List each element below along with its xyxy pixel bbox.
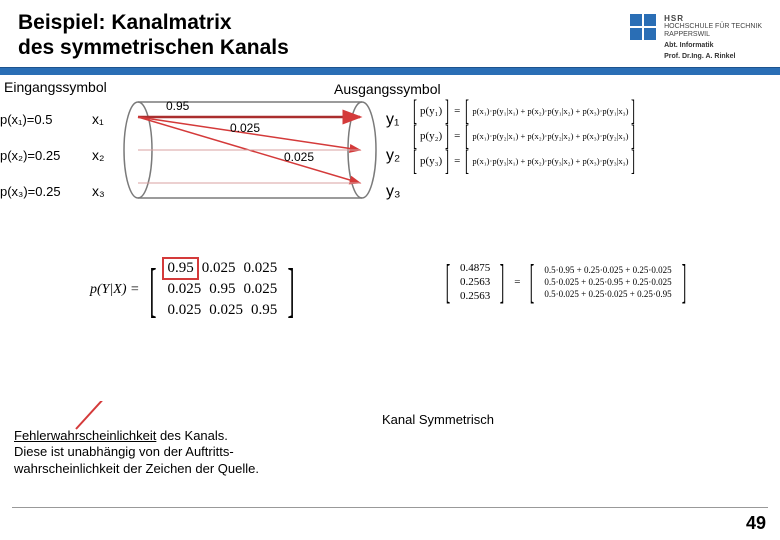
matrix-cell: 0.025: [205, 300, 247, 321]
matrix-row: 0.950.0250.025: [163, 258, 281, 279]
result-value: 0.2563: [458, 275, 492, 289]
output-row-1: y₁: [386, 111, 399, 129]
matrix-row: 0.0250.0250.95: [163, 300, 281, 321]
logo-line1: HSR: [664, 14, 762, 23]
numeric-calc: [ 0.48750.25630.2563 ] = [ 0.5·0.95 + 0.…: [440, 258, 692, 306]
logo-text: HSR HOCHSCHULE FÜR TECHNIK RAPPERSWIL Ab…: [664, 14, 762, 61]
formula-y2: [p(y₂)] = [p(x₁)·p(y₂|x₁) + p(x₂)·p(y₂|x…: [410, 128, 638, 143]
expression-value: 0.5·0.025 + 0.25·0.025 + 0.25·0.95: [542, 288, 673, 300]
formula-y3: [p(y₃)] = [p(x₁)·p(y₃|x₁) + p(x₂)·p(y₃|x…: [410, 153, 638, 168]
x1: x₁: [92, 111, 104, 127]
output-row-3: y₃: [386, 183, 401, 201]
x2: x₂: [92, 147, 104, 163]
logo-squares: [630, 14, 656, 40]
expression-vector: 0.5·0.95 + 0.25·0.025 + 0.25·0.0250.5·0.…: [542, 264, 673, 300]
channel-svg: [120, 95, 380, 205]
matrix-cell: 0.025: [239, 258, 281, 279]
output-row-2: y₂: [386, 147, 400, 165]
logo: HSR HOCHSCHULE FÜR TECHNIK RAPPERSWIL Ab…: [630, 10, 762, 61]
y3: y₃: [386, 183, 401, 201]
input-row-1: p(x₁)=0.5 x₁: [0, 111, 104, 127]
footer-divider: [12, 507, 768, 508]
edge-label-off2: 0.025: [284, 150, 314, 164]
matrix-cell: 0.025: [239, 279, 281, 300]
edge-label-off1: 0.025: [230, 121, 260, 135]
header-divider: [0, 67, 780, 75]
px2: p(x₂)=0.25: [0, 148, 80, 163]
footnote: Fehlerwahrscheinlichkeit des Kanals. Die…: [14, 428, 259, 477]
page-number: 49: [746, 513, 766, 534]
matrix-lhs: p(Y|X) =: [90, 282, 139, 298]
formula-y1: [p(y₁)] = [p(x₁)·p(y₁|x₁) + p(x₂)·p(y₁|x…: [410, 103, 638, 118]
matrix-cell: 0.95: [205, 279, 239, 300]
channel-matrix: p(Y|X) = [ 0.950.0250.0250.0250.950.0250…: [90, 258, 301, 321]
y2: y₂: [386, 147, 400, 165]
matrix-cell: 0.025: [198, 258, 240, 279]
matrix-row: 0.0250.950.025: [163, 279, 281, 300]
footnote-rest1: des Kanals.: [156, 428, 228, 443]
result-vector: 0.48750.25630.2563: [458, 261, 492, 303]
matrix-body: [ 0.950.0250.0250.0250.950.0250.0250.025…: [143, 258, 301, 321]
px3: p(x₃)=0.25: [0, 184, 80, 199]
logo-sub2: Prof. Dr.Ing. A. Rinkel: [664, 53, 762, 61]
px1: p(x₁)=0.5: [0, 112, 80, 127]
output-prob-formulas: [p(y₁)] = [p(x₁)·p(y₁|x₁) + p(x₂)·p(y₁|x…: [410, 103, 638, 178]
result-value: 0.2563: [458, 289, 492, 303]
matrix-cell: 0.025: [163, 300, 205, 321]
footnote-underlined: Fehlerwahrscheinlichkeit: [14, 428, 156, 443]
channel-diagram: 0.95 0.025 0.025: [120, 95, 380, 205]
matrix-cell: 0.025: [163, 279, 205, 300]
edge-label-main: 0.95: [166, 99, 189, 113]
logo-sub1: Abt. Informatik: [664, 42, 762, 50]
matrix-cell: 0.95: [247, 300, 281, 321]
input-row-2: p(x₂)=0.25 x₂: [0, 147, 104, 163]
logo-line2: HOCHSCHULE FÜR TECHNIK: [664, 23, 762, 31]
input-symbol-label: Eingangssymbol: [4, 79, 107, 95]
result-value: 0.4875: [458, 261, 492, 275]
expression-value: 0.5·0.95 + 0.25·0.025 + 0.25·0.025: [542, 264, 673, 276]
kanal-symmetrisch-label: Kanal Symmetrisch: [382, 412, 494, 427]
logo-line3: RAPPERSWIL: [664, 31, 762, 39]
matrix-cell: 0.95: [163, 258, 197, 279]
y1: y₁: [386, 111, 399, 129]
expression-value: 0.5·0.025 + 0.25·0.95 + 0.25·0.025: [542, 276, 673, 288]
x3: x₃: [92, 183, 105, 199]
footnote-line2: Diese ist unabhängig von der Auftritts-: [14, 444, 234, 459]
footnote-line3: wahrscheinlichkeit der Zeichen der Quell…: [14, 461, 259, 476]
input-row-3: p(x₃)=0.25 x₃: [0, 183, 105, 199]
page-title: Beispiel: Kanalmatrix des symmetrischen …: [18, 10, 289, 60]
title-line2: des symmetrischen Kanals: [18, 36, 289, 59]
title-line1: Beispiel: Kanalmatrix: [18, 11, 232, 34]
